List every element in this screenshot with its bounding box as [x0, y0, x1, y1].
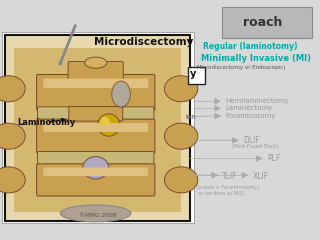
Ellipse shape — [112, 81, 130, 107]
Ellipse shape — [0, 167, 25, 193]
FancyBboxPatch shape — [5, 35, 190, 221]
Text: Laminotomy: Laminotomy — [18, 118, 76, 127]
Ellipse shape — [164, 167, 198, 193]
Text: Microdiscectomy or Endoscopic): Microdiscectomy or Endoscopic) — [197, 65, 285, 70]
FancyBboxPatch shape — [36, 164, 155, 196]
Text: Hemilaminectomy: Hemilaminectomy — [226, 98, 289, 104]
Ellipse shape — [164, 123, 198, 149]
FancyBboxPatch shape — [69, 107, 123, 121]
FancyBboxPatch shape — [43, 168, 148, 176]
FancyBboxPatch shape — [43, 123, 148, 132]
FancyBboxPatch shape — [68, 61, 123, 83]
Text: (Post-Fused Back): (Post-Fused Back) — [232, 144, 279, 149]
Ellipse shape — [164, 76, 198, 102]
FancyBboxPatch shape — [36, 119, 155, 153]
Ellipse shape — [0, 123, 25, 149]
Text: Foraminotomy: Foraminotomy — [226, 113, 276, 119]
Ellipse shape — [83, 157, 109, 179]
Text: roach: roach — [243, 16, 283, 29]
Text: an be done as MIS): an be done as MIS) — [198, 192, 245, 196]
Text: Microdiscectomy: Microdiscectomy — [94, 37, 194, 47]
Text: Regular (laminotomy): Regular (laminotomy) — [203, 42, 298, 51]
FancyBboxPatch shape — [2, 32, 194, 223]
Text: TLIF: TLIF — [222, 172, 238, 181]
Text: y: y — [189, 69, 196, 79]
Ellipse shape — [84, 57, 107, 68]
Ellipse shape — [100, 117, 110, 126]
Text: Screws + Foraminotomy): Screws + Foraminotomy) — [197, 185, 259, 190]
Text: Minimally Invasive (MI): Minimally Invasive (MI) — [201, 54, 311, 63]
Text: DLIF: DLIF — [243, 136, 260, 145]
FancyBboxPatch shape — [43, 78, 148, 88]
FancyBboxPatch shape — [36, 75, 155, 110]
FancyBboxPatch shape — [188, 67, 205, 84]
Text: ion: ion — [185, 114, 196, 120]
FancyBboxPatch shape — [14, 48, 181, 211]
Text: PLF: PLF — [267, 154, 280, 163]
Text: XLIF: XLIF — [253, 172, 269, 181]
FancyBboxPatch shape — [37, 107, 154, 121]
Ellipse shape — [98, 114, 120, 136]
Ellipse shape — [0, 76, 25, 102]
Text: Laminectomy: Laminectomy — [226, 106, 273, 111]
Text: ©MMG 2008: ©MMG 2008 — [79, 213, 116, 218]
Ellipse shape — [60, 205, 131, 222]
FancyBboxPatch shape — [37, 151, 154, 166]
FancyBboxPatch shape — [222, 7, 312, 38]
